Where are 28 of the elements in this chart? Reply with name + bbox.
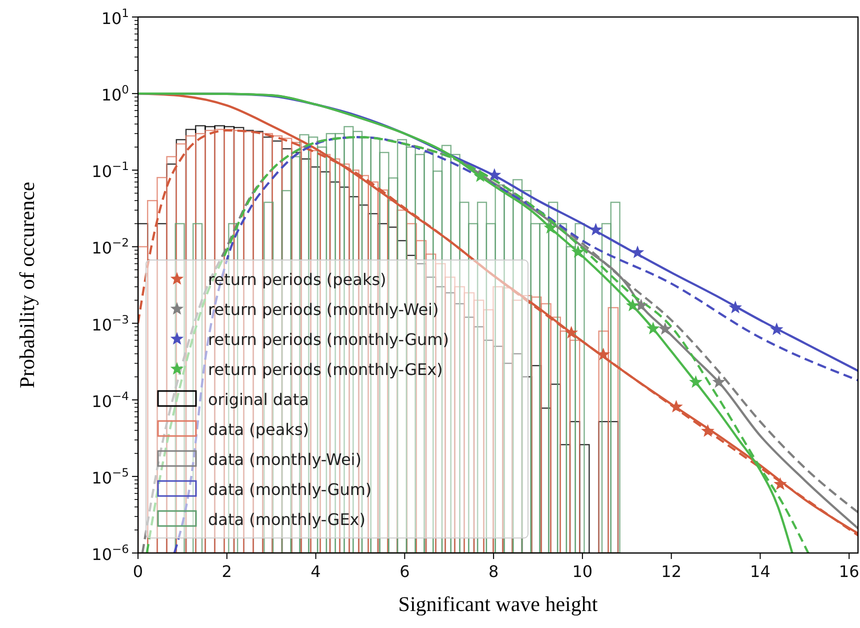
x-tick-label: 16 [838, 562, 860, 581]
legend-label: data (monthly-Gum) [208, 480, 372, 499]
y-tick-label: 10$^{−4}$ [92, 388, 129, 411]
legend-label: data (monthly-GEx) [208, 510, 366, 529]
y-tick-label: 10$^{1}$ [101, 6, 129, 28]
legend-label: data (peaks) [208, 420, 310, 439]
y-tick-label: 10$^{0}$ [101, 82, 129, 105]
y-tick-label: 10$^{−1}$ [92, 159, 129, 182]
x-tick-label: 2 [222, 562, 232, 581]
y-tick-label: 10$^{−5}$ [92, 465, 129, 488]
legend-label: return periods (monthly-Gum) [208, 330, 449, 349]
x-tick-label: 6 [400, 562, 410, 581]
legend-label: return periods (monthly-GEx) [208, 360, 443, 379]
x-tick-label: 8 [488, 562, 499, 581]
legend-label: return periods (monthly-Wei) [208, 300, 439, 319]
y-tick-label: 10$^{−6}$ [92, 542, 129, 564]
legend-label: original data [208, 390, 309, 409]
x-tick-label: 4 [310, 562, 321, 581]
y-axis-title: Probability of occurence [15, 182, 39, 388]
y-tick-label: 10$^{−2}$ [92, 236, 129, 258]
legend-label: return periods (peaks) [208, 270, 386, 289]
y-tick-label: 10$^{−3}$ [92, 312, 129, 334]
x-tick-label: 0 [132, 562, 144, 581]
x-tick-label: 14 [750, 562, 770, 581]
x-tick-label: 12 [661, 562, 682, 581]
legend-label: data (monthly-Wei) [208, 450, 362, 469]
x-axis-title: Significant wave height [398, 592, 598, 616]
x-tick-label: 10 [572, 562, 593, 581]
